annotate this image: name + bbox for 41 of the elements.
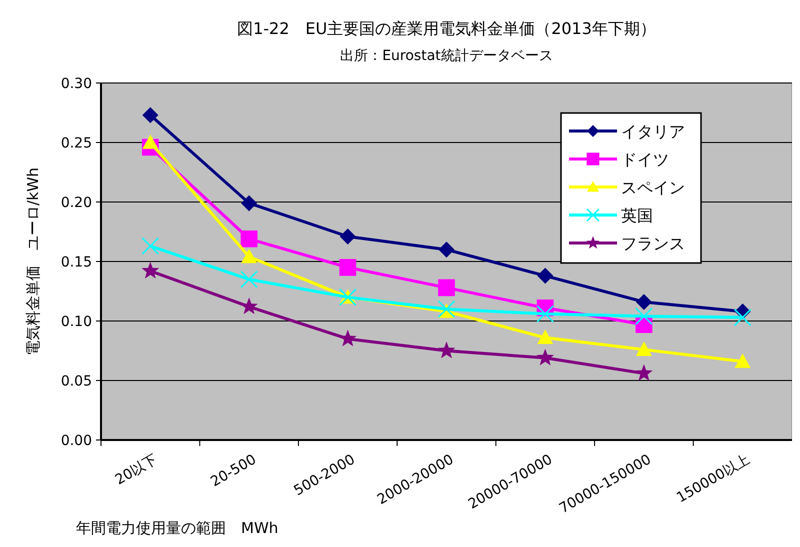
x-axis-title: 年間電力使用量の範囲 MWh — [76, 519, 278, 537]
legend-label: ドイツ — [621, 150, 669, 169]
x-tick-label: 20以下 — [112, 452, 160, 488]
point — [438, 342, 456, 358]
point — [339, 259, 356, 276]
point — [635, 364, 653, 381]
point — [241, 248, 258, 264]
legend-label: イタリア — [621, 122, 685, 141]
legend-label: フランス — [621, 234, 685, 253]
y-tick-label: 0.05 — [60, 374, 92, 390]
y-tick-label: 0.25 — [60, 136, 92, 152]
chart-subtitle: 出所：Eurostat統計データベース — [340, 48, 553, 64]
point — [635, 307, 653, 325]
point — [241, 195, 258, 212]
point — [536, 305, 554, 323]
y-axis-title: 電気料金単価 ユーロ/kWh — [24, 167, 42, 356]
point — [438, 300, 456, 318]
point — [240, 230, 258, 248]
point — [537, 268, 554, 284]
y-tick-label: 0.30 — [60, 76, 92, 92]
point — [636, 342, 652, 356]
legend-label: 英国 — [621, 206, 653, 225]
point — [340, 228, 356, 245]
point — [240, 270, 258, 288]
point — [142, 134, 158, 149]
legend-label: スペイン — [621, 178, 685, 197]
point — [142, 262, 160, 278]
y-tick-label: 0.10 — [60, 314, 92, 330]
y-tick-label: 0.00 — [60, 433, 92, 449]
point — [536, 348, 554, 366]
point — [734, 308, 752, 326]
chart-title: 図1-22 EU主要国の産業用電気料金単価（2013年下期） — [237, 19, 656, 38]
point — [734, 353, 751, 368]
y-tick-label: 0.15 — [60, 254, 92, 270]
y-tick-label: 0.20 — [60, 195, 92, 211]
point — [142, 107, 158, 124]
point — [636, 294, 652, 310]
point — [438, 279, 455, 296]
point — [142, 237, 160, 255]
point — [438, 242, 454, 258]
point — [537, 330, 554, 344]
